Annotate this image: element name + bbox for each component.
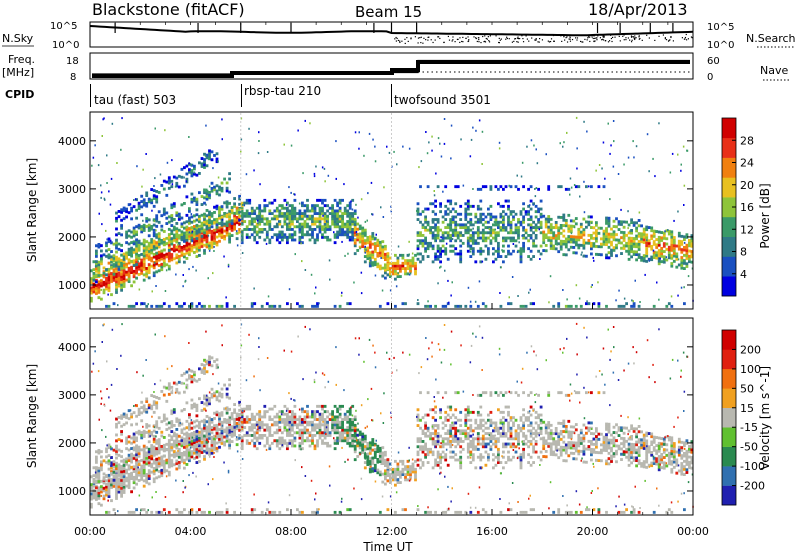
power-colorbar-tick-1: 24 xyxy=(740,157,754,170)
velocity-ytick-label-2: 3000 xyxy=(58,389,86,402)
nsky-tick-bottom: 10^0 xyxy=(52,40,79,51)
cpid-label: CPID xyxy=(5,88,34,101)
nsearch-tick-bottom: 10^0 xyxy=(707,40,734,51)
velocity-colorbar-tick-6: -100 xyxy=(740,460,765,473)
velocity-ytick-label-1: 2000 xyxy=(58,437,86,450)
power-colorbar-tick-3: 16 xyxy=(740,201,754,214)
nave-label: Nave xyxy=(760,64,788,77)
power-data xyxy=(90,113,694,308)
power-ytick-label-0: 1000 xyxy=(58,279,86,292)
nsearch-label: N.Search xyxy=(746,32,796,45)
xtick-label-6: 00:00 xyxy=(677,525,709,538)
velocity-colorbar: 200 100 50 15 -15 -50 -100 -200 xyxy=(721,329,765,506)
velocity-colorbar-tick-1: 100 xyxy=(740,363,761,376)
velocity-colorbar-tick-4: -15 xyxy=(740,421,758,434)
velocity-colorbar-tick-3: 15 xyxy=(740,402,754,415)
velocity-colorbar-tick-2: 50 xyxy=(740,382,754,395)
nsky-label: N.Sky xyxy=(2,32,34,45)
power-colorbar-tick-5: 8 xyxy=(740,246,747,259)
cpid-segment-2: rbsp-tau 210 xyxy=(244,84,321,98)
power-colorbar-tick-6: 4 xyxy=(740,268,747,281)
nsearch-series xyxy=(394,33,693,45)
power-ylabel: Slant Range [km] xyxy=(25,158,39,262)
velocity-colorbar-tick-0: 200 xyxy=(740,343,761,356)
power-y-axis: 1000 2000 3000 4000 xyxy=(58,135,693,292)
xtick-label-4: 16:00 xyxy=(476,525,508,538)
velocity-ytick-label-0: 1000 xyxy=(58,485,86,498)
beam-label: Beam 15 xyxy=(355,3,422,21)
freq-panel xyxy=(89,52,694,80)
velocity-colorbar-tick-5: -50 xyxy=(740,441,758,454)
nave-tick-bottom: 0 xyxy=(707,72,713,83)
velocity-ytick-label-3: 4000 xyxy=(58,341,86,354)
nsearch-tick-top: 10^5 xyxy=(707,22,734,33)
date-label: 18/Apr/2013 xyxy=(588,0,688,19)
freq-label: Freq. xyxy=(8,53,35,66)
nave-tick-top: 60 xyxy=(707,56,720,67)
power-colorbar: 28 24 20 16 12 8 4 xyxy=(721,117,754,297)
figure-title: Blackstone (fitACF) xyxy=(92,0,245,19)
power-colorbar-label: Power [dB] xyxy=(758,183,772,248)
x-axis-label: Time UT xyxy=(362,540,413,554)
xtick-label-2: 08:00 xyxy=(275,525,307,538)
power-ytick-label-1: 2000 xyxy=(58,231,86,244)
nave-series xyxy=(92,60,690,78)
freq-unit: [MHz] xyxy=(2,66,34,79)
xtick-label-3: 12:00 xyxy=(376,525,408,538)
velocity-data xyxy=(90,319,694,514)
cpid-segment-3: twofsound 3501 xyxy=(394,93,491,107)
velocity-ylabel: Slant Range [km] xyxy=(25,364,39,468)
velocity-colorbar-label: Velocity [m s^-1] xyxy=(758,366,772,470)
power-colorbar-tick-0: 28 xyxy=(740,134,754,147)
xtick-label-0: 00:00 xyxy=(74,525,106,538)
time-x-axis: 00:00 04:00 08:00 12:00 16:00 20:00 00:00 xyxy=(74,22,709,538)
cpid-segment-1: tau (fast) 503 xyxy=(94,93,176,107)
power-colorbar-tick-2: 20 xyxy=(740,179,754,192)
nsky-tick-top: 10^5 xyxy=(50,21,77,32)
velocity-y-axis: 1000 2000 3000 4000 xyxy=(58,341,693,498)
power-ytick-label-2: 3000 xyxy=(58,183,86,196)
freq-tick-top: 18 xyxy=(66,56,79,67)
power-ytick-label-3: 4000 xyxy=(58,135,86,148)
freq-tick-bottom: 8 xyxy=(70,72,76,83)
velocity-colorbar-tick-7: -200 xyxy=(740,480,765,493)
xtick-label-5: 20:00 xyxy=(577,525,609,538)
xtick-label-1: 04:00 xyxy=(175,525,207,538)
power-colorbar-tick-4: 12 xyxy=(740,223,754,236)
